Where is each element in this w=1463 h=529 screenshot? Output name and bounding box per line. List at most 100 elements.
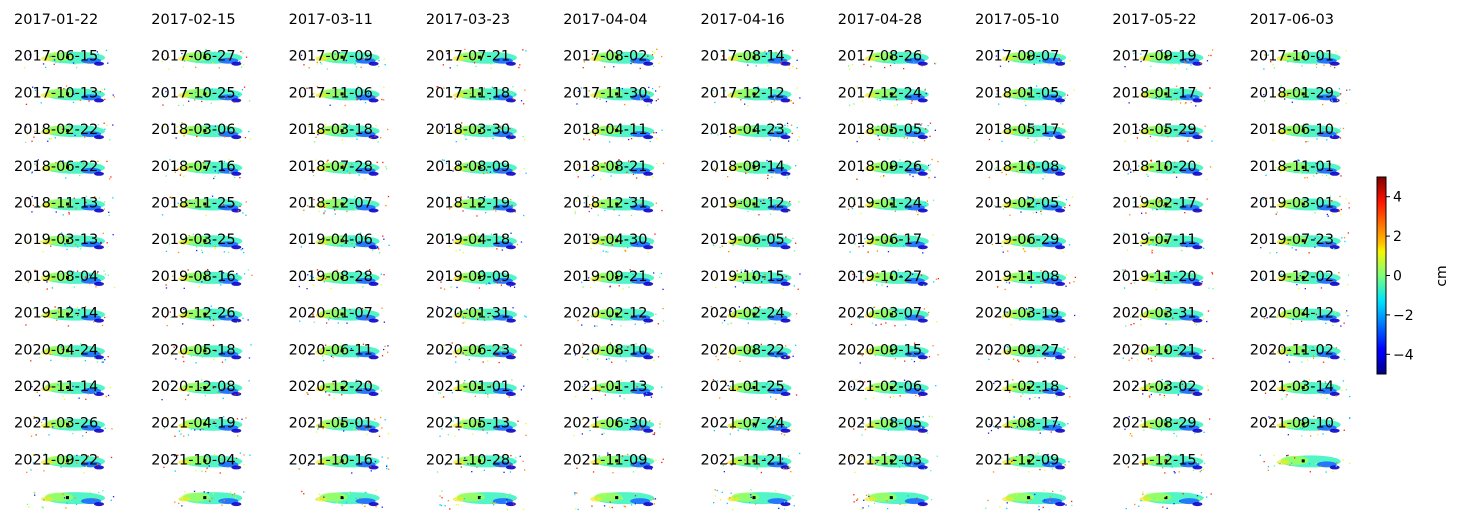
panel-2018-11-25: 2018-11-25 (151, 196, 245, 254)
panel-date-label: 2017-04-16 (701, 12, 785, 28)
panel-2018-10-20: 2018-10-20 (1112, 159, 1208, 216)
displacement-map (710, 122, 800, 142)
displacement-map (850, 306, 938, 327)
displacement-map (856, 158, 939, 180)
panel-date-label: 2018-08-09 (426, 159, 510, 175)
panel-2017-04-16: 2017-04-16 (701, 12, 798, 70)
displacement-map (715, 343, 797, 362)
displacement-map (163, 452, 251, 474)
panel-date-label: 2021-05-01 (289, 416, 373, 432)
panel-2017-11-30: 2017-11-30 (563, 85, 663, 143)
panel-2019-07-11: 2019-07-11 (1112, 232, 1214, 291)
displacement-map (30, 416, 113, 437)
displacement-map (24, 122, 114, 143)
panel-2019-04-06: 2019-04-06 (289, 232, 385, 290)
panel-date-label: 2020-04-24 (14, 342, 98, 358)
panel-date-label: 2020-06-23 (426, 342, 510, 358)
displacement-map (583, 125, 663, 143)
panel-2017-06-03: 2017-06-03 (1250, 12, 1347, 70)
panel-date-label: 2019-04-06 (289, 232, 373, 248)
panel-date-label: 2019-03-25 (151, 232, 235, 248)
displacement-map (1125, 491, 1212, 510)
displacement-map (300, 232, 390, 254)
panel-date-label: 2018-06-10 (1250, 122, 1334, 138)
displacement-map (27, 232, 114, 253)
panel-date-label: 2021-08-29 (1112, 416, 1196, 432)
panel-date-label: 2017-03-23 (426, 12, 510, 28)
displacement-map (26, 490, 115, 509)
panel-2019-03-13: 2019-03-13 (14, 232, 116, 290)
panel-2020-12-08: 2020-12-08 (151, 379, 247, 437)
panel-2019-09-21: 2019-09-21 (563, 269, 665, 327)
panel-date-label: 2018-01-29 (1250, 85, 1334, 101)
panel-date-label: 2017-06-27 (151, 49, 235, 65)
displacement-map (714, 49, 798, 70)
panel-date-label: 2019-04-18 (426, 232, 510, 248)
panel-2019-11-08: 2019-11-08 (975, 269, 1076, 326)
displacement-map (857, 342, 939, 364)
colorbar: 4 2 0 −2 −4 cm (1376, 176, 1450, 375)
panel-2017-07-09: 2017-07-09 (289, 49, 385, 107)
panel-2020-09-27: 2020-09-27 (975, 342, 1071, 400)
panel-2018-01-29: 2018-01-29 (1250, 85, 1345, 143)
panel-2019-03-25: 2019-03-25 (151, 232, 253, 289)
displacement-map (442, 232, 523, 254)
panel-2017-10-13: 2017-10-13 (14, 85, 114, 143)
displacement-map (992, 452, 1070, 473)
panel-date-label: 2020-03-31 (1112, 306, 1196, 322)
panel-date-label: 2020-03-19 (975, 306, 1059, 322)
displacement-map (438, 196, 525, 217)
displacement-map (437, 159, 527, 176)
panel-2021-06-30: 2021-06-30 (563, 416, 664, 474)
displacement-map (439, 490, 525, 511)
panel-2021-10-04: 2021-10-04 (151, 452, 245, 507)
displacement-map (440, 270, 517, 290)
panel-2021-07-24: 2021-07-24 (701, 416, 801, 474)
panel-2021-08-17: 2021-08-17 (975, 416, 1070, 473)
displacement-map (1122, 269, 1214, 291)
panel-2018-05-17: 2018-05-17 (975, 122, 1067, 180)
panel-date-label: 2017-10-01 (1250, 49, 1334, 65)
displacement-map (1127, 452, 1206, 474)
displacement-map (25, 305, 106, 327)
displacement-map (850, 379, 937, 400)
panel-date-label: 2017-07-21 (426, 49, 510, 65)
panel-2017-08-26: 2017-08-26 (838, 49, 929, 107)
panel-2018-01-17: 2018-01-17 (1112, 85, 1213, 142)
panel-date-label: 2019-03-13 (14, 232, 98, 248)
displacement-map (987, 415, 1069, 434)
displacement-map (301, 489, 383, 508)
panel-2021-10-28: 2021-10-28 (426, 452, 525, 511)
panel-2018-12-19: 2018-12-19 (426, 196, 523, 254)
displacement-map (713, 197, 800, 216)
panel-date-label: 2017-09-07 (975, 49, 1059, 65)
panel-date-label: 2019-01-12 (701, 196, 785, 212)
panel-date-label: 2020-02-24 (701, 306, 785, 322)
panel-date-label: 2017-08-14 (701, 49, 785, 65)
panel-date-label: 2017-11-06 (289, 85, 373, 101)
displacement-map (713, 159, 797, 180)
displacement-map (1260, 232, 1349, 254)
panel-2021-04-19: 2021-04-19 (151, 416, 251, 474)
panel-2021-02-06: 2021-02-06 (838, 379, 933, 436)
panel-date-label: 2018-02-22 (14, 122, 98, 138)
panel-date-label: 2020-02-12 (563, 306, 647, 322)
panel-2017-07-21: 2017-07-21 (426, 49, 526, 105)
panel-date-label: 2017-06-15 (14, 49, 98, 65)
panel-2018-06-10: 2018-06-10 (1250, 122, 1342, 179)
panel-2017-10-25: 2017-10-25 (151, 85, 252, 142)
panel-2021-12-15: 2021-12-15 (1112, 452, 1212, 510)
panel-date-label: 2019-08-04 (14, 269, 98, 285)
panel-2021-05-13: 2021-05-13 (426, 416, 526, 473)
panel-date-label: 2019-03-01 (1250, 196, 1334, 212)
displacement-map (174, 490, 245, 507)
panel-date-label: 2021-10-16 (289, 452, 373, 468)
panel-date-label: 2019-12-14 (14, 306, 98, 322)
panel-date-label: 2020-08-10 (563, 342, 647, 358)
panel-2019-08-04: 2019-08-04 (14, 269, 106, 327)
displacement-map (163, 122, 252, 142)
panel-2018-01-05: 2018-01-05 (975, 85, 1068, 143)
displacement-map (847, 196, 935, 216)
displacement-map (161, 379, 250, 401)
panel-date-label: 2021-10-04 (151, 452, 235, 468)
